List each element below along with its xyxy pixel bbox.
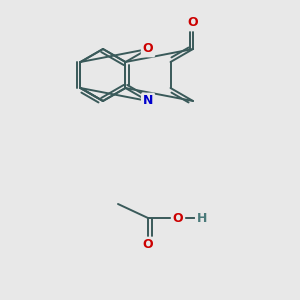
Text: O: O xyxy=(188,16,198,29)
Text: O: O xyxy=(173,212,183,224)
Text: N: N xyxy=(143,94,153,107)
Text: O: O xyxy=(143,43,153,56)
Text: H: H xyxy=(197,212,207,224)
Text: O: O xyxy=(143,238,153,251)
